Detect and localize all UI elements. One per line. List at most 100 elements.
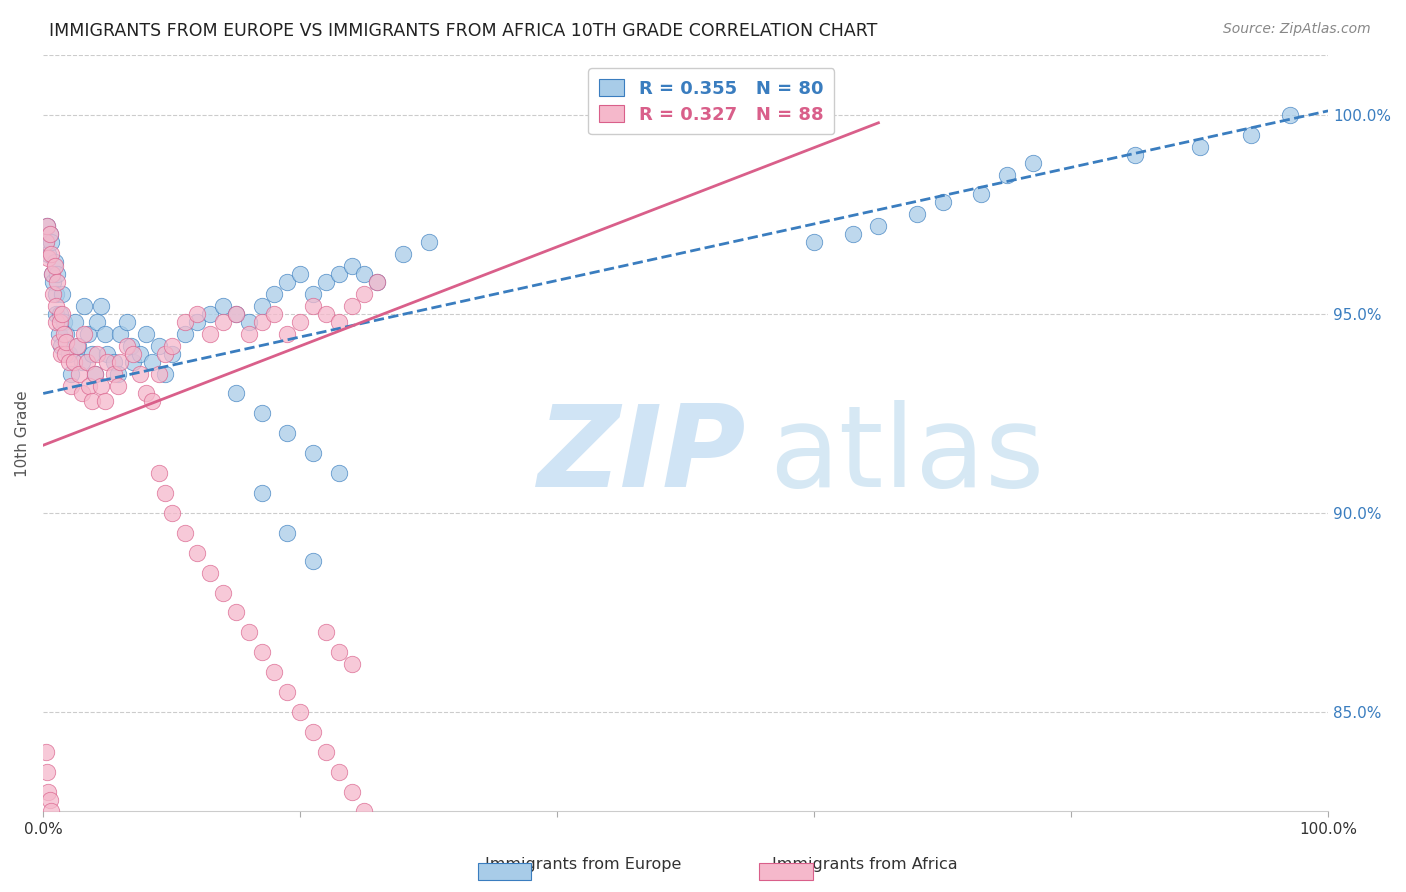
Point bbox=[315, 745, 337, 759]
Point bbox=[128, 367, 150, 381]
Point bbox=[186, 315, 208, 329]
Point bbox=[58, 354, 80, 368]
Point bbox=[290, 705, 312, 719]
Point bbox=[73, 299, 96, 313]
Point bbox=[45, 287, 67, 301]
Point bbox=[38, 227, 60, 242]
Point bbox=[55, 326, 77, 341]
Point bbox=[49, 315, 72, 329]
Text: Immigrants from Africa: Immigrants from Africa bbox=[772, 857, 957, 872]
Point bbox=[1278, 108, 1301, 122]
Text: ZIP: ZIP bbox=[538, 401, 747, 511]
Point bbox=[302, 299, 325, 313]
Point bbox=[58, 347, 80, 361]
Point bbox=[135, 326, 157, 341]
Point bbox=[302, 287, 325, 301]
Point bbox=[155, 367, 177, 381]
Point bbox=[35, 764, 58, 779]
Point bbox=[238, 326, 260, 341]
Point bbox=[41, 267, 63, 281]
Point bbox=[90, 378, 112, 392]
Point bbox=[173, 315, 195, 329]
Point bbox=[45, 307, 67, 321]
Point bbox=[250, 645, 273, 659]
Point bbox=[366, 275, 388, 289]
Point bbox=[186, 546, 208, 560]
Point bbox=[65, 339, 87, 353]
Point bbox=[35, 219, 58, 234]
Point bbox=[302, 446, 325, 460]
Point bbox=[155, 347, 177, 361]
Point bbox=[238, 315, 260, 329]
Point bbox=[39, 805, 62, 819]
Point bbox=[39, 247, 62, 261]
Point bbox=[418, 235, 440, 250]
Point bbox=[60, 367, 83, 381]
Point bbox=[110, 326, 132, 341]
Point bbox=[302, 724, 325, 739]
Point bbox=[70, 386, 93, 401]
Point bbox=[276, 426, 298, 441]
Point bbox=[35, 745, 58, 759]
Point bbox=[141, 354, 163, 368]
Point bbox=[141, 394, 163, 409]
Point bbox=[49, 307, 72, 321]
Point bbox=[931, 195, 953, 210]
Point bbox=[41, 267, 63, 281]
Point bbox=[38, 792, 60, 806]
Point bbox=[52, 315, 75, 329]
Point bbox=[315, 625, 337, 640]
Point bbox=[48, 334, 70, 349]
Point bbox=[46, 275, 69, 289]
Point bbox=[160, 339, 183, 353]
Point bbox=[53, 347, 76, 361]
Point bbox=[200, 566, 222, 580]
Point bbox=[250, 406, 273, 420]
Point bbox=[35, 219, 58, 234]
Point bbox=[107, 378, 129, 392]
Point bbox=[328, 315, 350, 329]
Point bbox=[276, 275, 298, 289]
Point bbox=[173, 326, 195, 341]
Point bbox=[80, 394, 103, 409]
Point bbox=[38, 227, 60, 242]
Point bbox=[67, 367, 90, 381]
Point bbox=[160, 347, 183, 361]
Legend: R = 0.355   N = 80, R = 0.327   N = 88: R = 0.355 N = 80, R = 0.327 N = 88 bbox=[588, 68, 834, 135]
Point bbox=[45, 299, 67, 313]
Text: Immigrants from Europe: Immigrants from Europe bbox=[485, 857, 682, 872]
Point bbox=[225, 307, 247, 321]
Point bbox=[42, 832, 65, 847]
Point bbox=[263, 307, 285, 321]
Point bbox=[37, 251, 59, 265]
Point bbox=[51, 347, 73, 361]
Point bbox=[238, 625, 260, 640]
Point bbox=[250, 315, 273, 329]
Point bbox=[328, 764, 350, 779]
Point bbox=[60, 378, 83, 392]
Point bbox=[340, 299, 363, 313]
Point bbox=[340, 657, 363, 672]
Point bbox=[315, 275, 337, 289]
Point bbox=[45, 315, 67, 329]
Point bbox=[340, 784, 363, 798]
Point bbox=[1021, 155, 1043, 169]
Point bbox=[353, 267, 375, 281]
Point bbox=[392, 247, 415, 261]
Point bbox=[263, 665, 285, 680]
Point bbox=[868, 219, 890, 234]
Point bbox=[290, 315, 312, 329]
Point bbox=[276, 326, 298, 341]
Point bbox=[302, 554, 325, 568]
Point bbox=[55, 334, 77, 349]
Point bbox=[94, 394, 117, 409]
Point bbox=[73, 326, 96, 341]
Point bbox=[200, 307, 222, 321]
Point bbox=[155, 486, 177, 500]
Point bbox=[51, 287, 73, 301]
Point bbox=[76, 354, 98, 368]
Point bbox=[51, 339, 73, 353]
Point bbox=[39, 235, 62, 250]
Point bbox=[37, 247, 59, 261]
Point bbox=[86, 315, 108, 329]
